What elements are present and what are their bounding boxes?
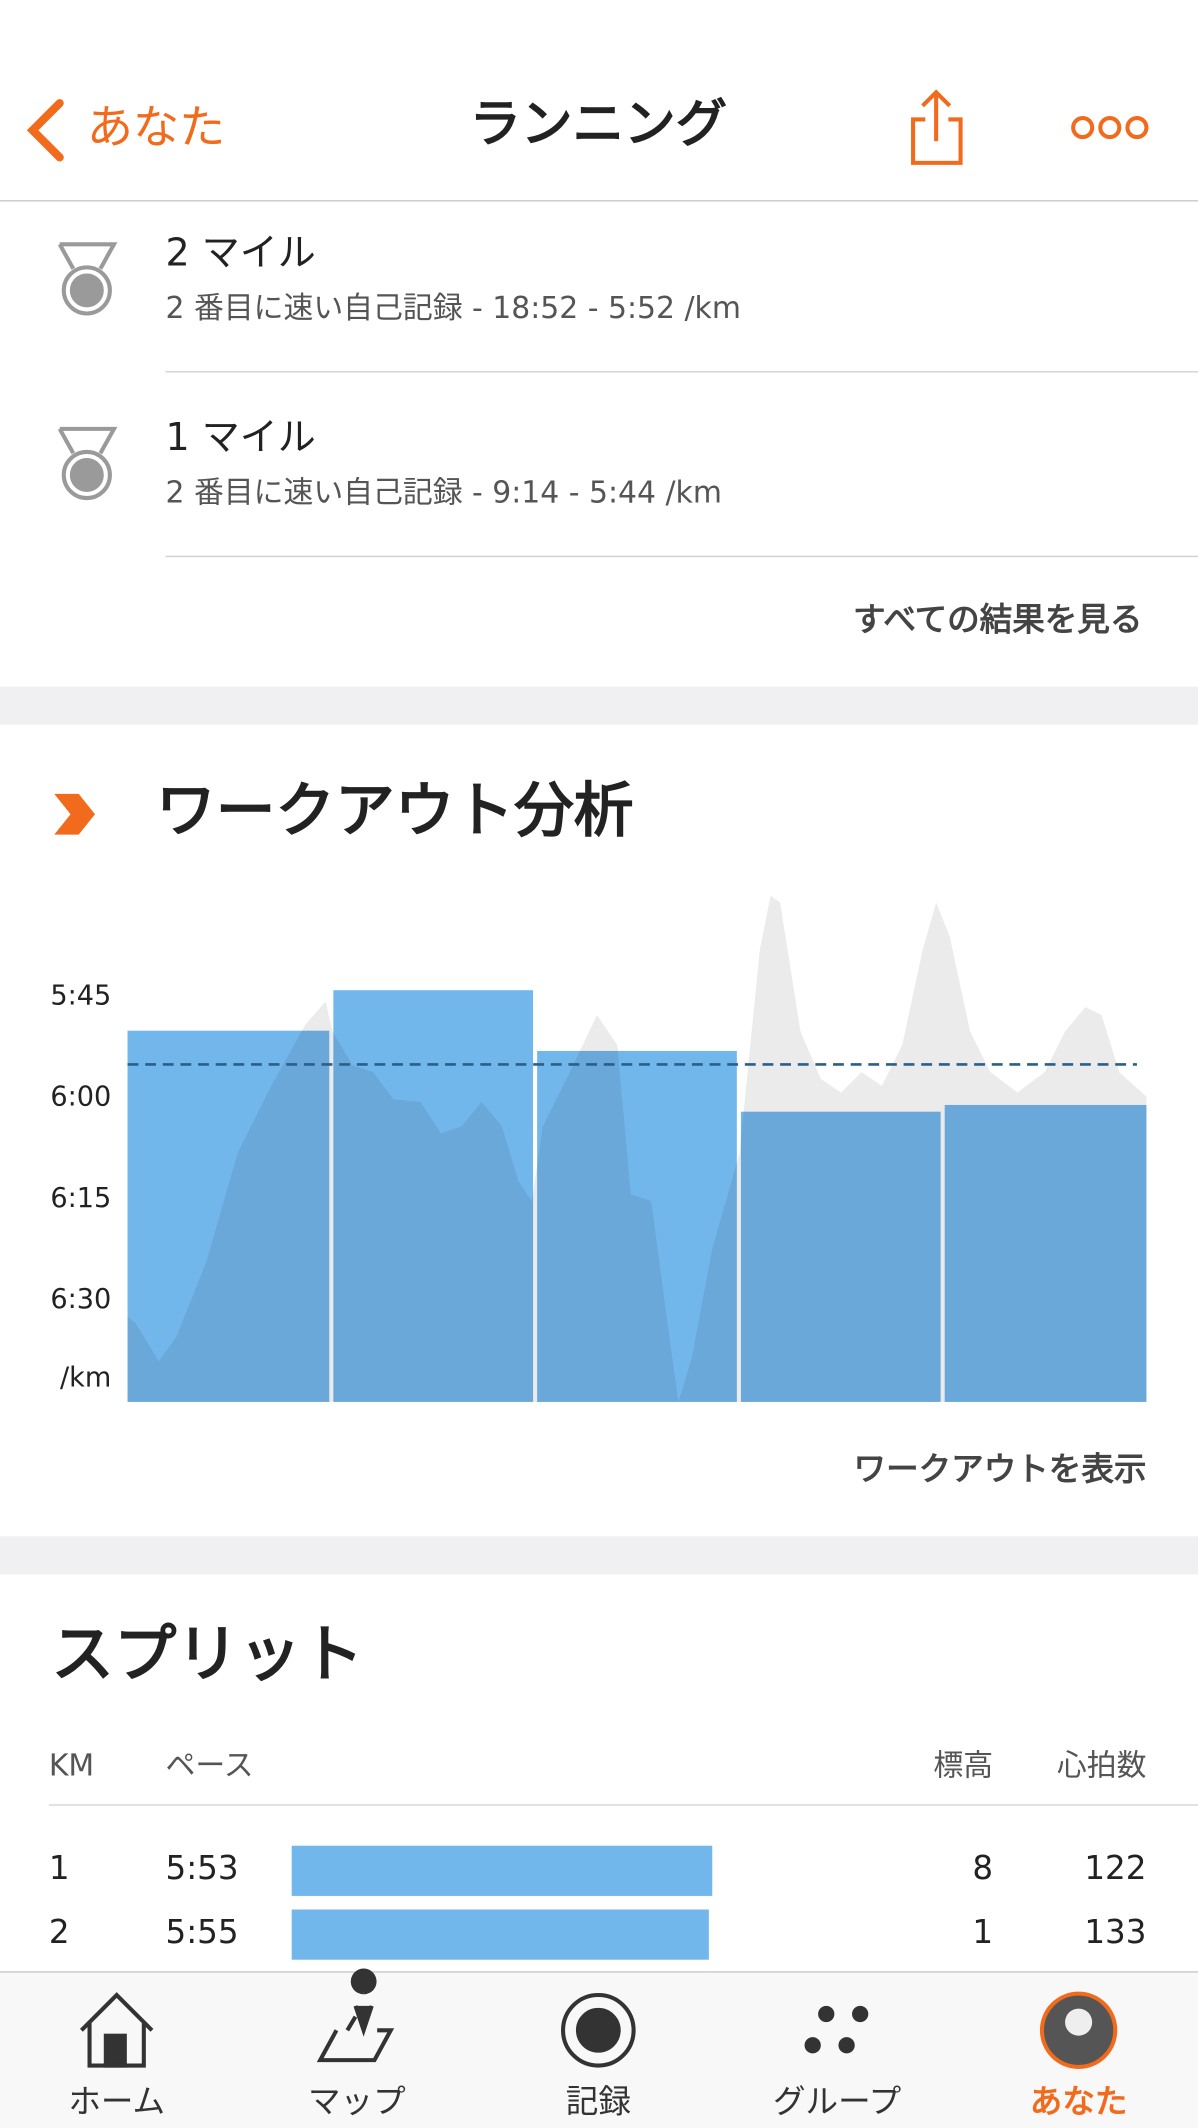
tab-labels: ホーム マップ 記録 グループ あなた [68, 2083, 1127, 2121]
back-icon[interactable] [26, 99, 64, 162]
tab-label[interactable]: グループ [773, 2083, 902, 2121]
pace-bar [944, 1104, 1147, 1402]
split-pace-bar [291, 1845, 713, 1896]
split-heart-rate: 133 [1084, 1913, 1146, 1951]
section-heading: ワークアウト分析 [156, 777, 633, 846]
elevation-area [127, 895, 1147, 1402]
achievements: 2 マイル 2 番目に速い自己記録 - 18:52 - 5:52 /km 1 マイル… [166, 231, 741, 511]
pace-chart: 5:45 6:00 6:15 6:30/km [50, 895, 1147, 1402]
pace-bar [740, 1111, 941, 1402]
tab-label[interactable]: マップ [308, 2083, 406, 2121]
back-label[interactable]: あなた [87, 100, 225, 154]
record-dot [575, 2007, 621, 2053]
y-tick-label: 5:45 [50, 980, 111, 1011]
split-heart-rate: 122 [1084, 1849, 1146, 1887]
split-elevation: 1 [972, 1913, 993, 1951]
split-km: 2 [49, 1913, 70, 1951]
y-tick-label: 6:30 [50, 1284, 111, 1315]
see-all-link[interactable]: すべての結果を見る [853, 601, 1142, 639]
workout-link[interactable]: ワークアウトを表示 [854, 1450, 1147, 1488]
split-elevation: 8 [972, 1849, 993, 1887]
splits-heading: スプリット [52, 1618, 364, 1691]
split-km: 1 [49, 1849, 70, 1887]
section-gap [0, 1536, 1198, 1575]
tab-label[interactable]: あなた [1030, 2083, 1128, 2121]
split-pace: 5:53 [166, 1849, 239, 1887]
column-header: ペース [166, 1748, 254, 1783]
column-header: KM [49, 1748, 94, 1783]
achievement-title: 2 マイル [166, 231, 316, 275]
home-door [103, 2033, 127, 2068]
record-icon[interactable] [561, 1992, 636, 2068]
y-tick-label: 6:00 [50, 1082, 111, 1113]
tab-label[interactable]: 記録 [566, 2083, 631, 2121]
avatar-face [1065, 2008, 1093, 2036]
section-icon [54, 793, 95, 835]
split-pace: 5:55 [166, 1913, 239, 1951]
split-pace-bar [291, 1909, 709, 1960]
achievement-detail: 2 番目に速い自己記録 - 9:14 - 5:44 /km [166, 475, 722, 510]
y-tick-label: 6:15 [50, 1183, 111, 1214]
group-icon[interactable] [804, 2005, 869, 2054]
y-unit-label: /km [60, 1362, 111, 1393]
tab-icons [79, 1968, 636, 2068]
column-header: 標高 [933, 1748, 993, 1783]
pace-bar [537, 1050, 737, 1402]
achievement-detail: 2 番目に速い自己記録 - 18:52 - 5:52 /km [166, 291, 741, 326]
section-gap [0, 686, 1198, 725]
achievement-title: 1 マイル [166, 415, 316, 459]
more-icon[interactable] [1071, 116, 1149, 140]
tab-label[interactable]: ホーム [68, 2083, 165, 2121]
pace-bar [127, 1030, 330, 1402]
map-icon[interactable] [316, 2015, 395, 2063]
pace-bar [333, 990, 534, 1402]
medal-icon [57, 426, 118, 501]
splits-table: 1 5:53 8 122 2 5:55 1 133 [49, 1845, 1146, 1960]
share-icon[interactable] [911, 89, 963, 165]
medal-icon [57, 242, 118, 316]
column-header: 心拍数 [1057, 1748, 1147, 1783]
map-pin [350, 1968, 377, 2037]
page-title: ランニング [469, 95, 727, 155]
